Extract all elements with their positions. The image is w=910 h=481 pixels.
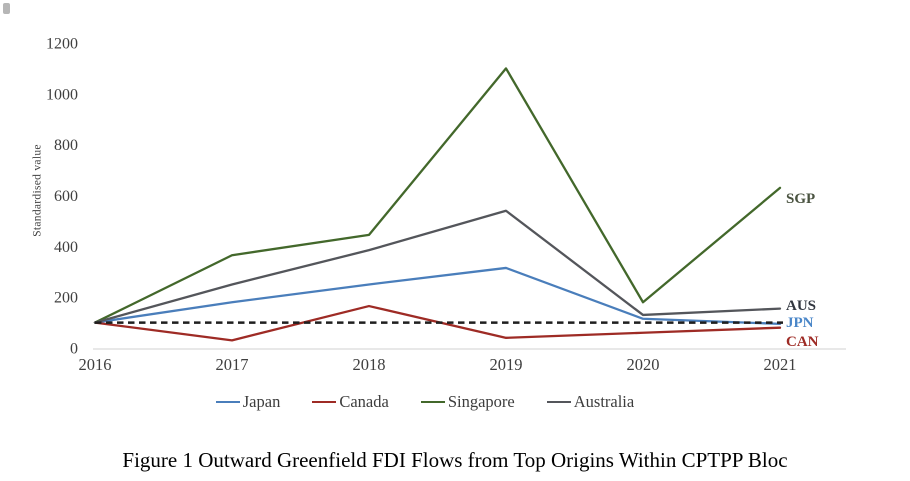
legend-item-japan: Japan <box>215 392 281 412</box>
y-tick-label: 400 <box>54 239 78 256</box>
y-tick-label: 200 <box>54 290 78 307</box>
legend-item-canada: Canada <box>312 392 389 412</box>
x-tick-label: 2019 <box>490 355 523 374</box>
legend-label: Singapore <box>447 392 515 411</box>
legend-label: Australia <box>573 392 635 411</box>
line-chart: 0 200 400 600 800 1000 1200 2016 2017 2018 2019 202… <box>31 36 846 374</box>
x-tick-label: 2018 <box>353 355 386 374</box>
x-tick-label: 2021 <box>764 355 797 374</box>
y-tick-label: 0 <box>70 341 78 358</box>
series-line-singapore <box>93 67 782 324</box>
series-tag-JPN: JPN <box>786 315 814 331</box>
series-line-australia <box>93 209 782 324</box>
y-tick-label: 1000 <box>46 86 78 103</box>
legend-item-australia: Australia <box>546 392 635 412</box>
singapore-line-swatch <box>420 401 445 403</box>
chart-legend: Japan Canada Singapore Australia <box>0 392 850 412</box>
y-axis-title: Standardised value <box>31 144 44 237</box>
figure-caption: Figure 1 Outward Greenfield FDI Flows fr… <box>122 448 788 472</box>
legend-label: Canada <box>339 392 389 411</box>
legend-item-singapore: Singapore <box>420 392 515 412</box>
series-line-japan <box>93 266 782 326</box>
series-tag-SGP: SGP <box>786 191 815 207</box>
series-tag-CAN: CAN <box>786 334 819 350</box>
canada-line-swatch <box>312 401 337 403</box>
scan-artifact-mark <box>3 3 10 14</box>
x-tick-label: 2017 <box>216 355 249 374</box>
y-tick-label: 600 <box>54 188 78 205</box>
legend-label: Japan <box>242 392 281 411</box>
chart-canvas: 0 200 400 600 800 1000 1200 2016 2017 2018 2019 202… <box>46 36 846 374</box>
australia-line-swatch <box>546 401 571 403</box>
x-tick-label: 2020 <box>627 355 660 374</box>
japan-line-swatch <box>215 401 240 403</box>
x-tick-label: 2016 <box>79 355 112 374</box>
y-tick-label: 1200 <box>46 36 78 53</box>
y-tick-label: 800 <box>54 137 78 154</box>
series-tag-AUS: AUS <box>786 298 816 314</box>
